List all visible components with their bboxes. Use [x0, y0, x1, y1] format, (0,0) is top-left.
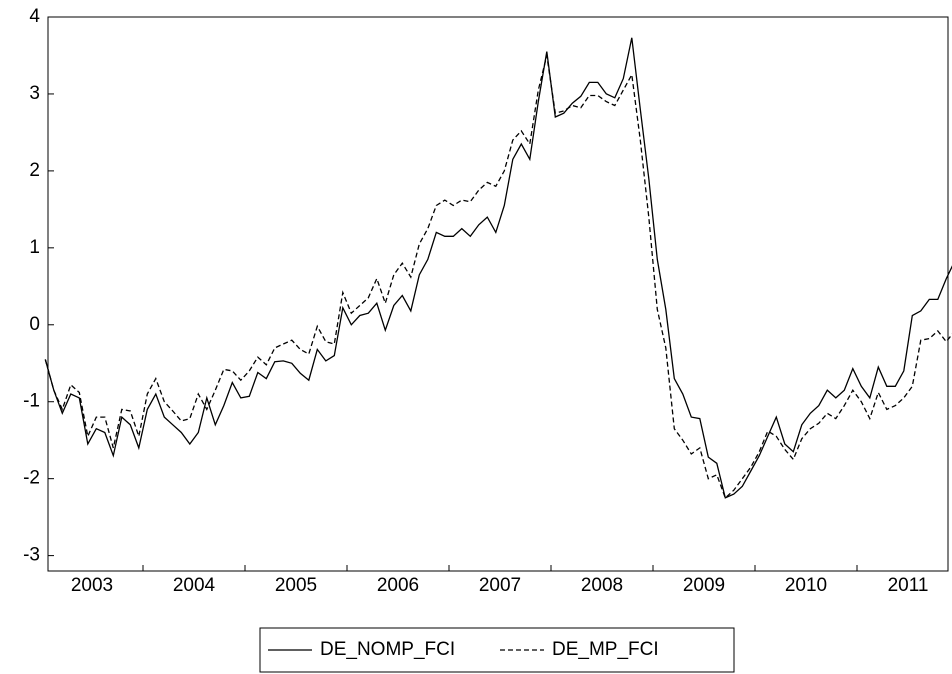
x-tick-label: 2003: [71, 575, 113, 596]
y-tick-label: 3: [29, 83, 40, 104]
x-tick-label: 2005: [275, 575, 317, 596]
x-tick-label: 2008: [581, 575, 623, 596]
x-tick-label: 2009: [683, 575, 725, 596]
y-tick-label: 1: [29, 237, 40, 258]
series-line: [44, 37, 952, 499]
x-tick-label: 2006: [377, 575, 419, 596]
x-tick-label: 2011: [888, 575, 929, 596]
x-tick-label: 2010: [785, 575, 827, 596]
y-tick-label: -1: [23, 391, 40, 412]
x-tick-label: 2004: [173, 575, 216, 596]
x-tick-label: 2007: [479, 575, 521, 596]
y-tick-label: -2: [23, 468, 40, 489]
legend-label: DE_NOMP_FCI: [320, 639, 455, 660]
y-tick-label: 2: [29, 160, 40, 181]
plot-frame: [47, 16, 949, 572]
legend-label: DE_MP_FCI: [552, 639, 659, 660]
y-tick-label: 0: [29, 314, 40, 335]
series-line: [44, 55, 952, 500]
y-tick-label: -3: [23, 545, 40, 566]
y-tick-label: 4: [29, 6, 40, 27]
legend-box: [259, 627, 735, 673]
